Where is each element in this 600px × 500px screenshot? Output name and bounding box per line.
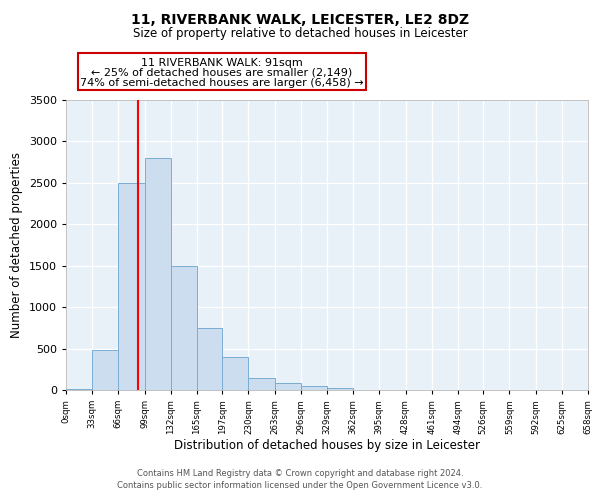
Bar (197, 328, 222, 390)
Bar (145, 158, 171, 390)
Bar (171, 266, 197, 390)
Text: 11 RIVERBANK WALK: 91sqm: 11 RIVERBANK WALK: 91sqm (141, 58, 303, 68)
Text: 11, RIVERBANK WALK, LEICESTER, LE2 8DZ: 11, RIVERBANK WALK, LEICESTER, LE2 8DZ (131, 12, 469, 26)
Text: ← 25% of detached houses are smaller (2,149): ← 25% of detached houses are smaller (2,… (91, 68, 353, 78)
Bar (301, 386, 327, 390)
Text: 74% of semi-detached houses are larger (6,458) →: 74% of semi-detached houses are larger (… (80, 78, 364, 88)
Bar (92, 350, 118, 390)
Bar (275, 384, 301, 390)
Text: Size of property relative to detached houses in Leicester: Size of property relative to detached ho… (133, 28, 467, 40)
Bar (222, 357, 248, 390)
Bar (118, 183, 145, 390)
X-axis label: Distribution of detached houses by size in Leicester: Distribution of detached houses by size … (174, 440, 480, 452)
Bar (66, 389, 92, 390)
Bar (327, 388, 353, 390)
Y-axis label: Number of detached properties: Number of detached properties (10, 152, 23, 338)
Bar (248, 378, 275, 390)
Text: Contains HM Land Registry data © Crown copyright and database right 2024.: Contains HM Land Registry data © Crown c… (137, 468, 463, 477)
Text: Contains public sector information licensed under the Open Government Licence v3: Contains public sector information licen… (118, 481, 482, 490)
